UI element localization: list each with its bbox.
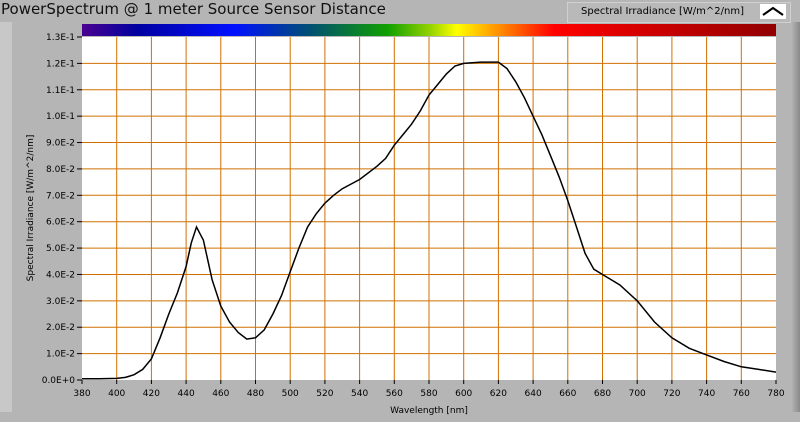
x-tick-label: 640 [525,389,542,399]
x-tick-label: 420 [143,389,160,399]
chart-title: PowerSpectrum @ 1 meter Source Sensor Di… [1,0,386,18]
y-tick-label: 9.0E-2 [46,139,75,149]
y-tick-label: 4.0E-2 [46,270,75,280]
frame-left-edge [0,22,12,412]
x-tick-label: 680 [594,389,611,399]
y-tick-label: 2.0E-2 [46,323,75,333]
x-tick-label: 620 [490,389,507,399]
legend[interactable]: Spectral Irradiance [W/m^2/nm] [567,2,791,23]
x-tick-label: 740 [698,389,715,399]
x-tick-label: 780 [767,389,784,399]
x-tick-label: 480 [247,389,264,399]
x-tick-label: 520 [316,389,333,399]
x-tick-label: 720 [663,389,680,399]
x-tick-label: 760 [733,389,750,399]
x-tick-label: 460 [212,389,229,399]
legend-label: Spectral Irradiance [W/m^2/nm] [581,6,744,17]
x-tick-label: 540 [351,389,368,399]
y-axis-label: Spectral Irradiance [W/m^2/nm] [26,135,36,282]
x-tick-label: 700 [629,389,646,399]
y-tick-label: 8.0E-2 [46,165,75,175]
x-axis-label: Wavelength [nm] [390,406,468,416]
x-tick-label: 580 [420,389,437,399]
x-tick-label: 560 [386,389,403,399]
y-tick-label: 5.0E-2 [46,244,75,254]
frame-right-edge [778,22,800,412]
line-style-icon[interactable] [760,4,786,19]
y-tick-label: 0.0E+0 [42,376,76,386]
x-tick-label: 660 [559,389,576,399]
x-tick-label: 500 [282,389,299,399]
x-tick-label: 400 [108,389,125,399]
y-tick-label: 1.0E-1 [46,112,75,122]
series-line [82,61,777,380]
y-tick-label: 1.0E-2 [46,350,75,360]
x-tick-label: 600 [455,389,472,399]
y-tick-label: 1.1E-1 [46,86,75,96]
y-tick-label: 6.0E-2 [46,218,75,228]
x-tick-label: 440 [178,389,195,399]
y-tick-label: 7.0E-2 [46,191,75,201]
x-tick-label: 380 [73,389,90,399]
y-tick-label: 1.2E-1 [46,59,75,69]
spectrum-colorbar [82,24,776,36]
y-tick-label: 1.3E-1 [46,33,75,43]
y-tick-label: 3.0E-2 [46,297,75,307]
